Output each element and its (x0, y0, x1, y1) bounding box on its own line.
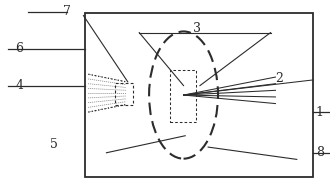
Text: 2: 2 (275, 72, 283, 84)
Text: 3: 3 (193, 22, 201, 35)
Bar (85, 13, 313, 177)
Text: 6: 6 (16, 42, 24, 55)
Text: 5: 5 (50, 138, 58, 151)
Text: 1: 1 (316, 106, 324, 119)
Text: 4: 4 (16, 79, 24, 92)
Text: 7: 7 (63, 5, 71, 18)
Bar (170, 70, 196, 122)
Bar (115, 83, 133, 104)
Text: 8: 8 (316, 146, 324, 159)
